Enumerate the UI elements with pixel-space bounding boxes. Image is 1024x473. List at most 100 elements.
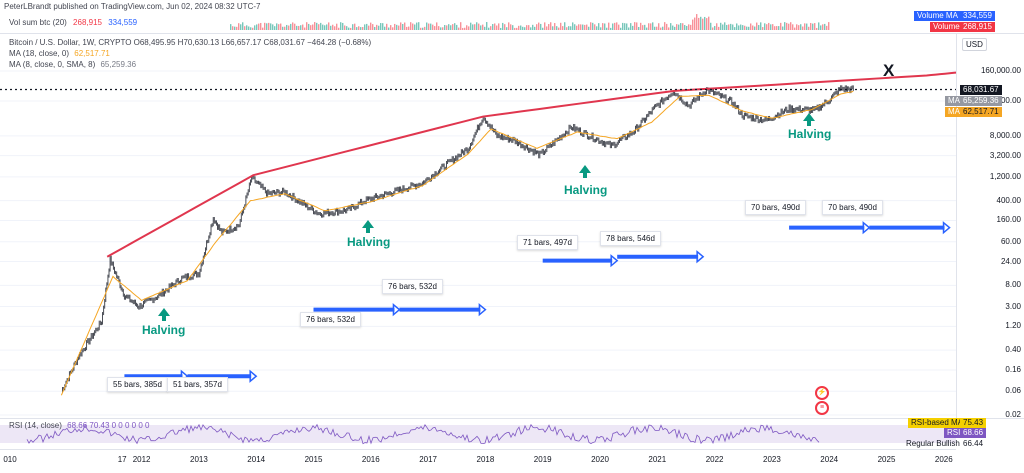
volume-bar-41 (312, 24, 314, 30)
volume-bar-109 (448, 24, 450, 30)
volume-bar-99 (428, 23, 430, 30)
volume-bar-275 (780, 22, 782, 30)
volume-bar-4 (238, 23, 240, 30)
volume-bar-107 (444, 24, 446, 30)
volume-bar-293 (816, 27, 818, 30)
volume-bar-230 (690, 24, 692, 30)
time-axis-tick-3: 2013 (189, 455, 208, 464)
volume-bar-154 (538, 22, 540, 30)
volume-bar-136 (502, 22, 504, 30)
volume-bar-16 (262, 27, 264, 30)
volume-bar-252 (734, 27, 736, 30)
volume-bar-58 (346, 26, 348, 30)
close-price-tag: 68,031.67 (960, 85, 1002, 95)
volume-bar-279 (788, 23, 790, 30)
volume-bar-101 (432, 24, 434, 30)
time-axis[interactable]: 010 17 2012 2013 2014 2015 2016 2017 2018 2019 202… (0, 449, 956, 473)
volume-bar-226 (682, 23, 684, 30)
volume-bar-55 (340, 22, 342, 30)
rsi-bullish-value: 66.44 (963, 439, 984, 448)
volume-bar-176 (582, 24, 584, 30)
flag-icon[interactable]: ≡ (815, 401, 829, 415)
volume-bar-29 (288, 25, 290, 30)
volume-bar-128 (486, 22, 488, 30)
volume-bar-120 (470, 22, 472, 30)
volume-bar-178 (586, 24, 588, 30)
volume-bar-103 (436, 22, 438, 30)
halving-arrow-icon-3 (579, 165, 591, 173)
volume-bar-35 (300, 25, 302, 30)
volume-bar-280 (790, 22, 792, 30)
volume-bar-233 (696, 14, 698, 30)
volume-bar-182 (594, 24, 596, 30)
volume-bar-152 (534, 26, 536, 30)
halving-label-4: Halving (788, 127, 832, 141)
alert-icon[interactable]: ⚡ (815, 386, 829, 400)
volume-bar-234 (698, 17, 700, 30)
currency-button[interactable]: USD (962, 38, 987, 51)
volume-bar-9 (248, 26, 250, 30)
price-axis[interactable]: 160,000.00 40,000.00 8,000.00 3,200.00 1,200… (956, 34, 1024, 419)
time-axis-tick-13: 2023 (762, 455, 781, 464)
volume-bar-227 (684, 25, 686, 30)
volume-bar-14 (258, 23, 260, 30)
volume-bar-60 (350, 27, 352, 30)
volume-bar-61 (352, 24, 354, 30)
volume-bar-70 (370, 22, 372, 30)
volume-bar-21 (272, 24, 274, 30)
volume-bar-1 (232, 26, 234, 30)
rsi-based-ma-tag-value: 75.43 (960, 418, 987, 428)
volume-tag-value: 268,915 (963, 22, 992, 31)
halving-arrow-icon-2 (362, 220, 374, 228)
volume-bar-256 (742, 25, 744, 30)
volume-bar-146 (522, 26, 524, 30)
volume-bar-52 (334, 26, 336, 30)
volume-bar-165 (560, 22, 562, 30)
volume-bar-236 (702, 18, 704, 30)
volume-bar-66 (362, 27, 364, 30)
volume-bar-199 (628, 27, 630, 30)
volume-bar-30 (290, 23, 292, 30)
price-axis-tick-13: 0.16 (1005, 364, 1021, 374)
measure-arrowhead-2 (249, 369, 258, 383)
halving-label-1: Halving (142, 323, 186, 337)
volume-bar-104 (438, 26, 440, 30)
volume-bar-264 (758, 25, 760, 30)
volume-bar-164 (558, 27, 560, 30)
time-axis-tick-8: 2018 (476, 455, 495, 464)
volume-bar-251 (732, 24, 734, 30)
volume-bar-219 (668, 27, 670, 30)
volume-bar-255 (740, 24, 742, 30)
volume-bar-217 (664, 22, 666, 30)
volume-bar-210 (650, 23, 652, 30)
volume-bar-157 (544, 22, 546, 30)
measure-arrowhead-8 (942, 221, 951, 235)
volume-bar-271 (772, 24, 774, 30)
volume-bar-102 (434, 26, 436, 30)
volume-bar-17 (264, 22, 266, 30)
volume-bar-53 (336, 23, 338, 30)
volume-bar-13 (256, 24, 258, 30)
price-axis-tick-9: 8.00 (1005, 280, 1021, 290)
volume-bar-25 (280, 23, 282, 30)
volume-bar-231 (692, 19, 694, 30)
volume-bar-42 (314, 22, 316, 30)
volume-bar-263 (756, 22, 758, 30)
volume-bar-195 (620, 27, 622, 30)
volume-bar-235 (700, 16, 702, 30)
price-chart[interactable] (0, 34, 956, 418)
volume-bar-288 (806, 23, 808, 30)
volume-bar-2 (234, 26, 236, 30)
volume-bar-266 (762, 27, 764, 30)
volume-bar-139 (508, 22, 510, 30)
volume-bar-140 (510, 24, 512, 30)
volume-bar-171 (572, 22, 574, 30)
measure-label-4: 76 bars, 532d (382, 279, 443, 294)
rsi-legend-label: RSI (14, close) (9, 421, 62, 430)
rsi-chart[interactable] (0, 419, 956, 449)
volume-bar-56 (342, 22, 344, 30)
volume-bar-18 (266, 23, 268, 30)
volume-bar-259 (748, 26, 750, 30)
volume-bar-33 (296, 25, 298, 30)
volume-bar-180 (590, 22, 592, 30)
